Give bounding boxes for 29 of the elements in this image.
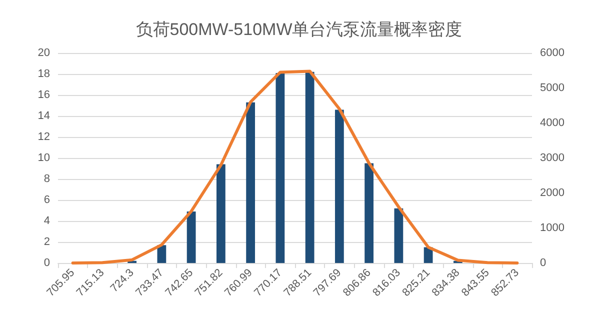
y-tick-label: 2 [44, 236, 50, 248]
y2-tick-label: 5000 [540, 82, 564, 94]
y-tick-label: 16 [38, 89, 50, 101]
y-tick-label: 6 [44, 194, 50, 206]
bar [276, 72, 285, 263]
y2-tick-label: 2000 [540, 187, 564, 199]
y-tick-label: 18 [38, 68, 50, 80]
bar [157, 245, 166, 263]
line-series [71, 70, 519, 264]
bar [334, 110, 344, 263]
y-tick-label: 4 [44, 215, 50, 227]
y-tick-label: 14 [38, 110, 50, 122]
y2-tick-label: 6000 [540, 47, 564, 59]
bar [246, 102, 256, 263]
bar [186, 212, 196, 263]
y-tick-label: 0 [44, 257, 50, 269]
bar [394, 208, 404, 263]
y2-tick-label: 3000 [540, 152, 564, 164]
y-tick-label: 12 [38, 131, 50, 143]
y2-tick-label: 1000 [540, 222, 564, 234]
y2-tick-label: 4000 [540, 117, 564, 129]
y-tick-label: 20 [38, 47, 50, 59]
chart-title: 负荷500MW-510MW单台汽泵流量概率密度 [136, 20, 462, 39]
bar [364, 163, 374, 263]
y-tick-label: 10 [38, 152, 50, 164]
y-tick-label: 8 [44, 173, 50, 185]
y2-tick-label: 0 [540, 257, 546, 269]
bar [305, 72, 314, 263]
bar [216, 164, 226, 263]
